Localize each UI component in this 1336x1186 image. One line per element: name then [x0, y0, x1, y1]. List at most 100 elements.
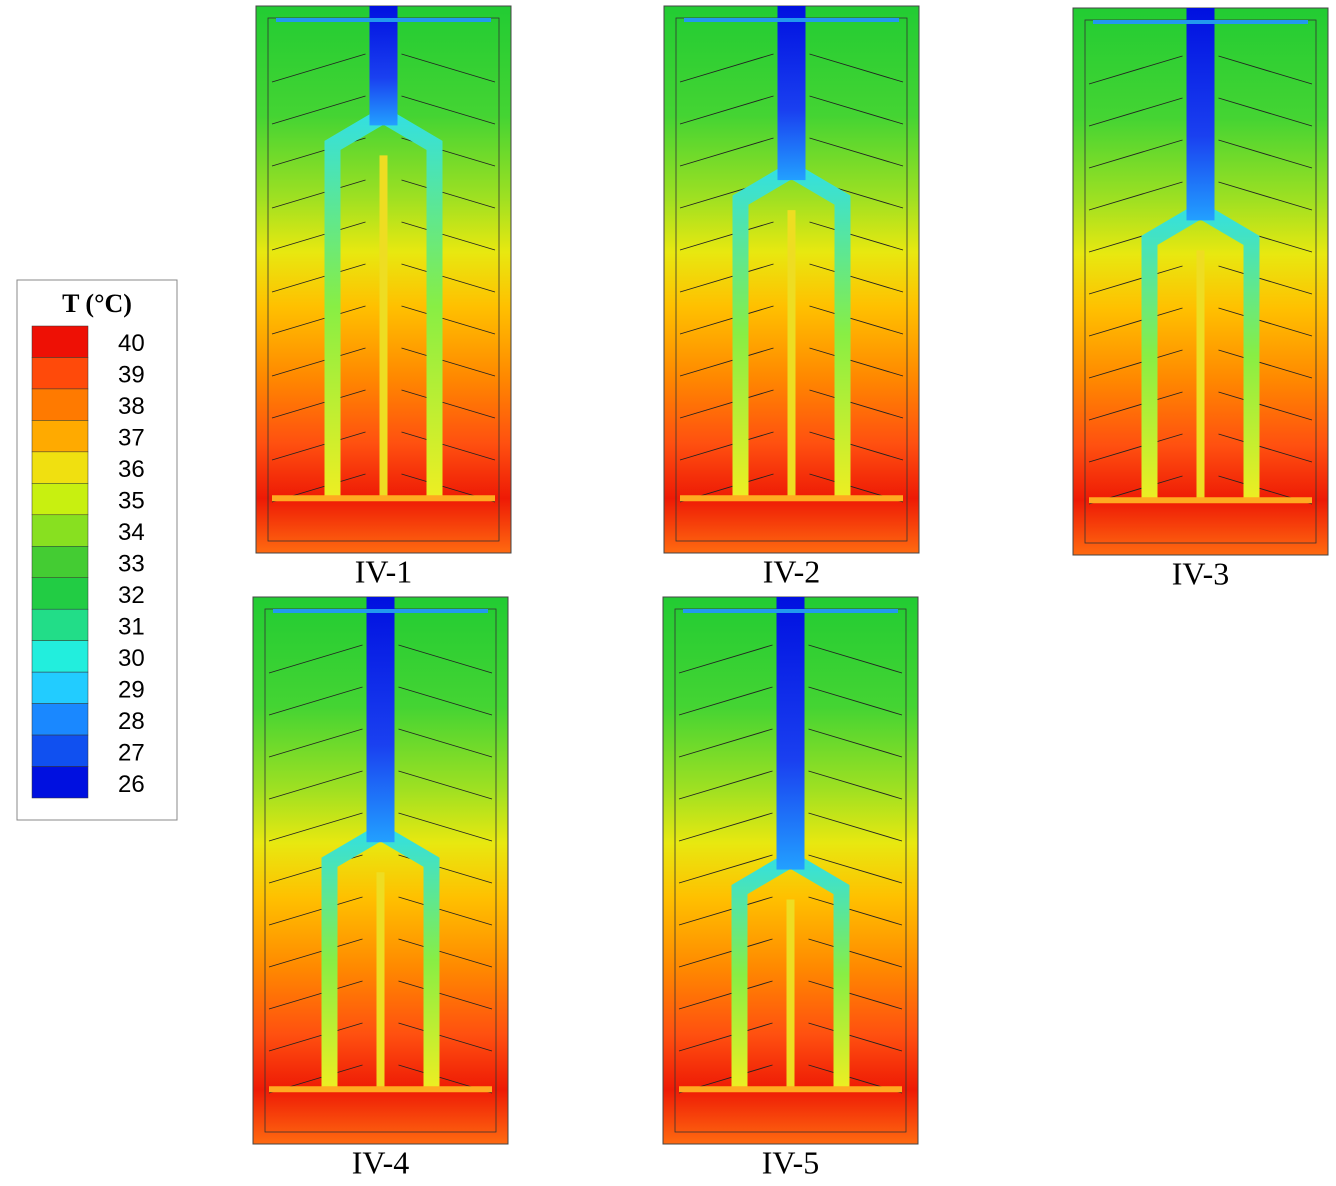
- chevron-line: [401, 221, 496, 251]
- chevron-line: [808, 812, 903, 842]
- legend-band: [31, 671, 89, 704]
- chevron-line: [678, 938, 773, 968]
- chevron-line: [809, 137, 904, 167]
- chevron-line: [808, 1022, 903, 1052]
- chevron-line: [809, 347, 904, 377]
- chevron-line: [1218, 349, 1313, 379]
- legend-label: 30: [118, 645, 145, 672]
- chevron-line: [398, 686, 493, 716]
- legend-label: 27: [118, 739, 145, 766]
- legend-band: [31, 514, 89, 547]
- inlet-channel: [369, 6, 398, 126]
- chevron-line: [1218, 391, 1313, 421]
- chevron-line: [401, 53, 496, 83]
- chevron-line: [679, 95, 774, 125]
- chevron-line: [679, 431, 774, 461]
- chevron-line: [809, 305, 904, 335]
- chevron-line: [679, 221, 774, 251]
- chevron-line: [398, 980, 493, 1010]
- chevron-line: [268, 896, 363, 926]
- legend-label: 35: [118, 488, 145, 515]
- chevron-line: [398, 812, 493, 842]
- legend-band: [31, 577, 89, 610]
- panel-label: IV-5: [762, 1144, 819, 1180]
- chevron-line: [678, 896, 773, 926]
- legend-band: [31, 608, 89, 641]
- chevron-line: [401, 263, 496, 293]
- legend-title: T (°C): [62, 289, 132, 318]
- branch-channel: [324, 108, 388, 499]
- chevron-line: [1088, 265, 1183, 295]
- legend-label: 36: [118, 456, 145, 483]
- chevron-line: [678, 770, 773, 800]
- chevron-line: [809, 431, 904, 461]
- chevron-line: [398, 728, 493, 758]
- branch-channel: [787, 163, 851, 499]
- legend-band: [31, 703, 89, 736]
- legend-label: 37: [118, 425, 145, 452]
- chevron-line: [808, 728, 903, 758]
- inlet-channel: [776, 597, 805, 870]
- legend-band: [31, 640, 89, 673]
- chevron-line: [678, 1022, 773, 1052]
- branch-channel: [376, 825, 440, 1090]
- branch-channel: [786, 852, 850, 1090]
- panel-label: IV-4: [352, 1144, 409, 1180]
- legend-band: [31, 483, 89, 516]
- chevron-line: [809, 221, 904, 251]
- chevron-line: [271, 347, 366, 377]
- chevron-line: [1218, 139, 1313, 169]
- chevron-line: [271, 95, 366, 125]
- chevron-line: [808, 896, 903, 926]
- chevron-line: [1088, 139, 1183, 169]
- chevron-line: [401, 305, 496, 335]
- branch-channel: [1196, 203, 1260, 501]
- chevron-line: [268, 728, 363, 758]
- legend-label: 40: [118, 330, 145, 357]
- chevron-line: [401, 389, 496, 419]
- inlet-channel: [366, 597, 395, 843]
- legend-label: 28: [118, 708, 145, 735]
- legend-band: [31, 734, 89, 767]
- contour-panel: [252, 596, 509, 1145]
- chevron-line: [678, 728, 773, 758]
- chevron-line: [268, 980, 363, 1010]
- chevron-line: [678, 644, 773, 674]
- contour-panel: [255, 5, 512, 554]
- legend-band: [31, 451, 89, 484]
- chevron-line: [401, 95, 496, 125]
- legend-band: [31, 546, 89, 578]
- chevron-line: [679, 389, 774, 419]
- chevron-line: [1218, 433, 1313, 463]
- chevron-line: [808, 770, 903, 800]
- legend-band: [31, 388, 89, 421]
- chevron-line: [809, 263, 904, 293]
- branch-channel: [1141, 203, 1205, 501]
- contour-panel: [662, 596, 919, 1145]
- chevron-line: [271, 263, 366, 293]
- legend-label: 33: [118, 550, 145, 577]
- chevron-line: [268, 1022, 363, 1052]
- legend-label: 39: [118, 362, 145, 389]
- chevron-line: [398, 896, 493, 926]
- chevron-line: [1218, 55, 1313, 85]
- chevron-line: [268, 644, 363, 674]
- chevron-line: [1088, 97, 1183, 127]
- chevron-line: [1218, 265, 1313, 295]
- chevron-line: [271, 53, 366, 83]
- chevron-line: [808, 644, 903, 674]
- legend-band: [31, 357, 89, 390]
- legend-band: [31, 766, 89, 799]
- chevron-line: [679, 263, 774, 293]
- chevron-line: [268, 938, 363, 968]
- panel-label: IV-1: [355, 553, 412, 589]
- chevron-line: [679, 347, 774, 377]
- legend-label: 32: [118, 582, 145, 609]
- chevron-line: [1088, 307, 1183, 337]
- inlet-channel: [1186, 8, 1215, 221]
- chevron-line: [271, 221, 366, 251]
- chevron-line: [398, 1022, 493, 1052]
- chevron-line: [809, 95, 904, 125]
- inlet-channel: [777, 6, 806, 181]
- legend-label: 38: [118, 393, 145, 420]
